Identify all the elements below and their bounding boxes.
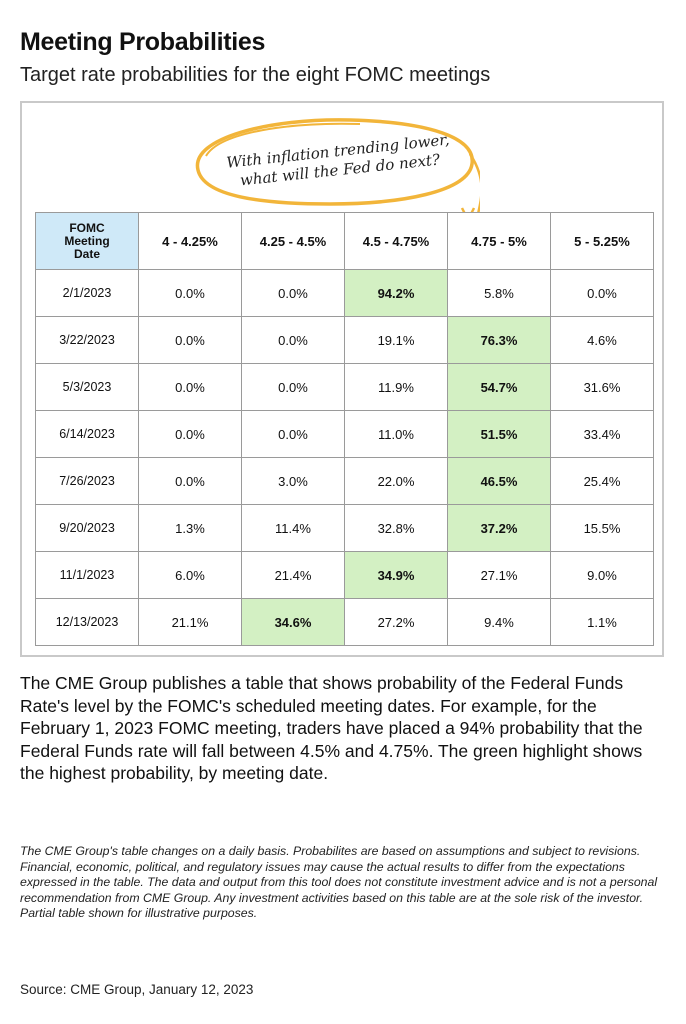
probability-cell: 27.1%: [447, 551, 551, 599]
table-row: 12/13/2023 21.1% 34.6% 27.2% 9.4% 1.1%: [35, 598, 654, 646]
header-col-3: 4.75 - 5%: [447, 212, 551, 270]
meeting-date-cell: 3/22/2023: [35, 316, 139, 364]
probability-cell: 21.1%: [138, 598, 242, 646]
header-date-line-2: Meeting: [64, 233, 110, 248]
page-subtitle: Target rate probabilities for the eight …: [20, 64, 491, 86]
probability-cell-highest: 54.7%: [447, 363, 551, 411]
probability-cell: 9.0%: [550, 551, 654, 599]
meeting-date-cell: 12/13/2023: [35, 598, 139, 646]
header-date-line-1: FOMC: [69, 220, 105, 235]
probability-cell: 11.4%: [241, 504, 345, 552]
probability-cell: 1.3%: [138, 504, 242, 552]
header-col-2: 4.5 - 4.75%: [344, 212, 448, 270]
table-row: 3/22/2023 0.0% 0.0% 19.1% 76.3% 4.6%: [35, 316, 654, 364]
probability-table: FOMC Meeting Date 4 - 4.25% 4.25 - 4.5% …: [35, 212, 654, 646]
probability-cell: 11.0%: [344, 410, 448, 458]
probability-cell: 0.0%: [138, 457, 242, 505]
probability-cell: 0.0%: [241, 269, 345, 317]
header-date-line-3: Date: [73, 246, 100, 261]
probability-cell: 0.0%: [241, 363, 345, 411]
header-col-4: 5 - 5.25%: [550, 212, 654, 270]
table-header-row: FOMC Meeting Date 4 - 4.25% 4.25 - 4.5% …: [35, 212, 654, 270]
probability-cell: 0.0%: [550, 269, 654, 317]
probability-cell-highest: 46.5%: [447, 457, 551, 505]
table-row: 6/14/2023 0.0% 0.0% 11.0% 51.5% 33.4%: [35, 410, 654, 458]
explanation-text: The CME Group publishes a table that sho…: [20, 673, 643, 783]
table-row: 2/1/2023 0.0% 0.0% 94.2% 5.8% 0.0%: [35, 269, 654, 317]
table-row: 11/1/2023 6.0% 21.4% 34.9% 27.1% 9.0%: [35, 551, 654, 599]
probability-cell: 0.0%: [138, 363, 242, 411]
disclaimer-text: The CME Group's table changes on a daily…: [20, 844, 658, 920]
meeting-date-cell: 7/26/2023: [35, 457, 139, 505]
meeting-date-cell: 2/1/2023: [35, 269, 139, 317]
table-row: 7/26/2023 0.0% 3.0% 22.0% 46.5% 25.4%: [35, 457, 654, 505]
probability-cell: 21.4%: [241, 551, 345, 599]
probability-cell: 1.1%: [550, 598, 654, 646]
probability-cell: 0.0%: [138, 269, 242, 317]
probability-cell: 11.9%: [344, 363, 448, 411]
probability-cell: 25.4%: [550, 457, 654, 505]
probability-cell: 19.1%: [344, 316, 448, 364]
probability-cell: 0.0%: [241, 410, 345, 458]
probability-cell: 3.0%: [241, 457, 345, 505]
probability-cell: 9.4%: [447, 598, 551, 646]
meeting-date-cell: 6/14/2023: [35, 410, 139, 458]
probability-cell: 33.4%: [550, 410, 654, 458]
meeting-date-cell: 11/1/2023: [35, 551, 139, 599]
header-meeting-date: FOMC Meeting Date: [35, 212, 139, 270]
probability-cell-highest: 37.2%: [447, 504, 551, 552]
probability-cell-highest: 34.6%: [241, 598, 345, 646]
probability-cell-highest: 76.3%: [447, 316, 551, 364]
probability-cell: 15.5%: [550, 504, 654, 552]
meeting-date-cell: 9/20/2023: [35, 504, 139, 552]
table-row: 5/3/2023 0.0% 0.0% 11.9% 54.7% 31.6%: [35, 363, 654, 411]
header-col-1: 4.25 - 4.5%: [241, 212, 345, 270]
probability-cell: 27.2%: [344, 598, 448, 646]
probability-cell: 0.0%: [138, 410, 242, 458]
probability-cell-highest: 34.9%: [344, 551, 448, 599]
probability-cell: 0.0%: [138, 316, 242, 364]
page-title: Meeting Probabilities: [20, 28, 266, 56]
probability-cell: 6.0%: [138, 551, 242, 599]
probability-cell: 4.6%: [550, 316, 654, 364]
table-row: 9/20/2023 1.3% 11.4% 32.8% 37.2% 15.5%: [35, 504, 654, 552]
probability-cell: 31.6%: [550, 363, 654, 411]
table-body: 2/1/2023 0.0% 0.0% 94.2% 5.8% 0.0% 3/22/2023 0.…: [35, 269, 654, 646]
source-note: Source: CME Group, January 12, 2023: [20, 982, 254, 997]
meeting-date-cell: 5/3/2023: [35, 363, 139, 411]
probability-cell-highest: 51.5%: [447, 410, 551, 458]
probability-cell: 32.8%: [344, 504, 448, 552]
probability-cell-highest: 94.2%: [344, 269, 448, 317]
probability-cell: 0.0%: [241, 316, 345, 364]
probability-cell: 22.0%: [344, 457, 448, 505]
header-col-0: 4 - 4.25%: [138, 212, 242, 270]
probability-cell: 5.8%: [447, 269, 551, 317]
